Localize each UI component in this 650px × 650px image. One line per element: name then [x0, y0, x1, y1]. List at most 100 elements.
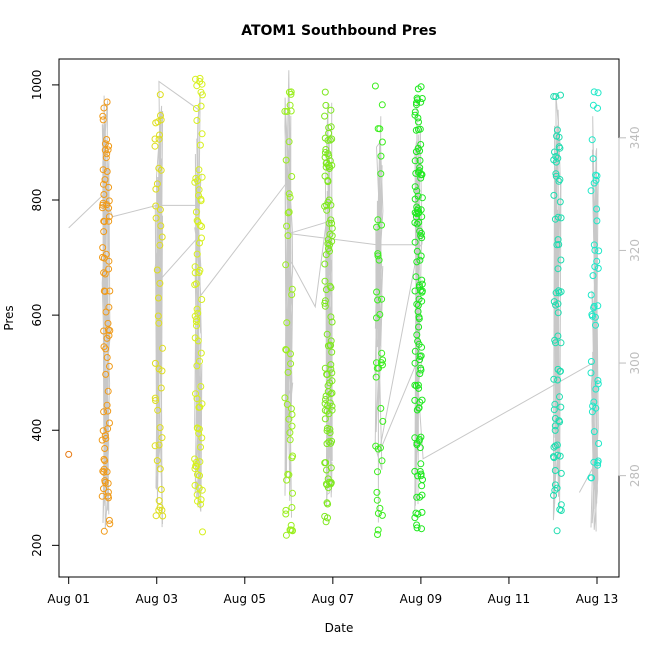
data-point	[327, 106, 335, 114]
data-point	[418, 396, 426, 404]
data-point	[151, 135, 159, 143]
data-point	[328, 237, 336, 245]
data-point	[554, 154, 562, 162]
data-point	[287, 350, 294, 358]
data-point	[321, 299, 329, 307]
data-point	[103, 168, 111, 175]
data-point	[327, 284, 335, 292]
data-point	[412, 273, 420, 281]
data-point	[411, 183, 419, 191]
data-point	[411, 219, 419, 227]
data-point	[284, 368, 292, 376]
data-point	[101, 445, 109, 452]
data-point	[322, 518, 330, 526]
data-point	[373, 488, 381, 496]
data-point	[418, 508, 426, 516]
data-point	[415, 218, 423, 226]
data-point	[595, 440, 603, 447]
data-point	[283, 400, 291, 408]
data-point	[99, 166, 107, 174]
data-point	[557, 507, 565, 514]
data-point	[327, 313, 335, 321]
x-tick-label: Aug 05	[224, 592, 267, 606]
y-tick-label: 1000	[30, 70, 44, 101]
x-tick-label: Aug 09	[400, 592, 443, 606]
data-point	[413, 247, 421, 255]
data-point	[417, 174, 425, 182]
data-point	[418, 213, 426, 221]
data-point	[418, 194, 426, 202]
data-point	[100, 455, 108, 463]
data-point	[159, 344, 166, 352]
data-point	[102, 345, 110, 353]
data-point	[551, 415, 559, 422]
x-axis-label: Date	[325, 621, 354, 635]
data-point	[321, 415, 329, 423]
data-point	[323, 424, 331, 432]
data-point	[100, 180, 107, 188]
data-point	[285, 208, 293, 216]
data-point	[550, 156, 558, 164]
data-point	[553, 527, 561, 535]
data-point	[282, 506, 290, 514]
data-point	[287, 88, 295, 96]
data-point	[550, 191, 558, 199]
data-point	[550, 298, 558, 306]
data-point	[328, 219, 336, 227]
data-point	[417, 98, 425, 106]
data-point	[99, 427, 107, 435]
data-point	[590, 241, 598, 249]
data-point	[587, 291, 595, 299]
data-point	[284, 470, 292, 478]
data-point	[288, 291, 296, 299]
data-point	[321, 302, 329, 310]
data-point	[191, 481, 199, 489]
data-point	[413, 524, 421, 532]
data-point	[411, 238, 419, 246]
data-point	[192, 318, 200, 326]
data-point	[378, 221, 385, 229]
data-point	[282, 261, 290, 269]
data-point	[198, 80, 206, 88]
data-point	[418, 288, 426, 296]
data-point	[554, 265, 562, 273]
data-point	[321, 202, 329, 210]
data-point	[377, 444, 384, 452]
data-point	[197, 349, 205, 357]
data-point	[323, 499, 331, 507]
data-point	[550, 491, 557, 499]
data-point	[152, 512, 160, 520]
data-point	[100, 343, 108, 351]
data-point	[593, 217, 601, 225]
data-point	[417, 232, 425, 240]
data-point	[322, 163, 330, 171]
data-point	[554, 451, 562, 459]
data-point	[155, 319, 163, 327]
data-point	[378, 511, 386, 519]
data-point	[414, 85, 422, 93]
data-point	[288, 173, 296, 180]
data-point	[155, 294, 162, 302]
data-point	[155, 441, 163, 449]
data-point	[105, 257, 113, 265]
data-point	[411, 396, 419, 404]
data-point	[557, 91, 564, 99]
data-point	[156, 91, 164, 99]
data-point	[324, 240, 332, 248]
data-point	[191, 263, 199, 271]
data-point	[192, 208, 200, 216]
data-point	[195, 186, 203, 194]
data-point	[325, 219, 333, 227]
data-point	[378, 349, 386, 357]
data-point	[416, 227, 424, 235]
data-point	[325, 410, 333, 418]
data-point	[197, 102, 205, 110]
data-point	[321, 88, 329, 96]
data-point	[594, 104, 601, 112]
data-point	[282, 531, 290, 539]
data-point	[413, 331, 421, 339]
data-point	[197, 383, 205, 390]
secondary-trace	[374, 116, 384, 523]
data-point	[323, 440, 331, 448]
